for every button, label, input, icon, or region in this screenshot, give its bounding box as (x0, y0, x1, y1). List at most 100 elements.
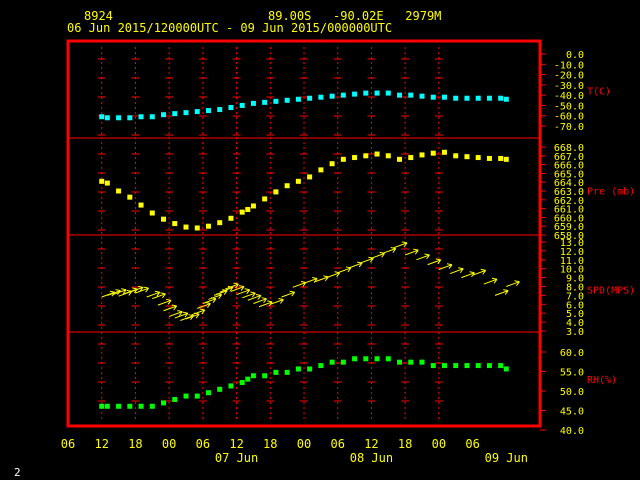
data-point (464, 154, 470, 160)
wind-arrow (292, 281, 307, 288)
y-tick-label: 50.0 (560, 387, 584, 398)
wind-arrow (303, 276, 318, 284)
wind-arrow (416, 253, 430, 261)
wind-arrow (146, 290, 161, 298)
wind-arrow (174, 311, 189, 319)
data-point (419, 359, 425, 365)
data-point (138, 114, 144, 120)
wind-arrow (191, 308, 206, 316)
y-tick-label: 667.0 (554, 152, 584, 163)
y-tick-label: 11.0 (560, 256, 584, 267)
x-day-label: 09 Jun (485, 451, 528, 465)
chart-frame (66, 39, 542, 428)
data-point (352, 356, 358, 362)
data-point (116, 115, 122, 121)
y-tick-label: 658.0 (554, 231, 584, 242)
data-point (329, 93, 335, 99)
data-point (363, 356, 369, 362)
data-point (127, 403, 133, 409)
data-point (239, 380, 245, 386)
wind-arrow (449, 267, 464, 275)
x-tick-label: 00 (162, 437, 176, 451)
data-point (149, 403, 155, 409)
data-point (183, 110, 189, 116)
y-tick-label: 55.0 (560, 368, 584, 379)
data-point (430, 94, 436, 100)
data-point (104, 403, 110, 409)
data-point (363, 90, 369, 96)
data-point (408, 155, 414, 161)
data-point (475, 95, 481, 101)
wind-arrow (281, 290, 296, 298)
station-location: 89.00S -90.02E 2979M (268, 9, 442, 23)
wind-arrow (168, 310, 183, 317)
data-point (363, 153, 369, 159)
data-point (385, 356, 391, 362)
data-point (419, 152, 425, 158)
data-point (99, 403, 105, 409)
wind-arrow (404, 248, 419, 256)
data-point (273, 98, 279, 104)
x-tick-label: 00 (297, 437, 311, 451)
panel-label: SPD(MPS) (587, 286, 635, 297)
x-tick-label: 18 (128, 437, 142, 451)
data-point (486, 155, 492, 161)
wind-arrow (506, 280, 520, 287)
y-tick-label: -20.0 (554, 71, 584, 82)
data-point (340, 92, 346, 98)
data-point (138, 202, 144, 208)
data-point (284, 97, 290, 103)
data-point (228, 104, 234, 110)
y-tick-label: 10.0 (560, 265, 584, 276)
wind-arrow (270, 298, 284, 305)
x-tick-label: 18 (263, 437, 277, 451)
data-point (194, 109, 200, 115)
data-point (161, 400, 167, 406)
y-tick-label: -30.0 (554, 81, 584, 92)
y-tick-label: 668.0 (554, 143, 584, 154)
data-point (284, 183, 290, 189)
x-tick-label: 12 (364, 437, 378, 451)
data-point (217, 220, 223, 226)
wind-arrow (152, 292, 166, 300)
y-tick-label: 13.0 (560, 238, 584, 249)
y-tick-label: 60.0 (560, 348, 584, 359)
x-tick-label: 06 (465, 437, 479, 451)
y-tick-label: 663.0 (554, 187, 584, 198)
data-point (441, 149, 447, 155)
y-tick-label: 9.0 (566, 274, 584, 285)
panel-label: Pre (mb) (587, 187, 635, 198)
y-tick-label: 12.0 (560, 247, 584, 258)
wind-arrow (438, 263, 453, 270)
data-point (99, 178, 105, 184)
data-point (228, 215, 234, 221)
data-point (464, 363, 470, 369)
x-day-label: 08 Jun (350, 451, 393, 465)
data-point (397, 156, 403, 162)
data-point (116, 403, 122, 409)
data-point (441, 94, 447, 100)
y-tick-label: 8.0 (566, 283, 584, 294)
wind-arrow (202, 297, 217, 304)
wind-arrow (371, 251, 385, 259)
x-tick-label: 06 (196, 437, 210, 451)
panel-label: RH(%) (587, 375, 617, 386)
x-tick-label: 18 (398, 437, 412, 451)
data-point (430, 363, 436, 369)
data-point (239, 209, 245, 215)
data-point (116, 188, 122, 194)
data-point (273, 369, 279, 375)
data-point (149, 210, 155, 216)
data-point (385, 90, 391, 96)
x-tick-label: 12 (94, 437, 108, 451)
data-point (183, 224, 189, 230)
data-point (194, 225, 200, 231)
wind-arrow (112, 288, 127, 296)
data-point (307, 95, 313, 101)
wind-arrow (382, 247, 397, 254)
data-point (385, 153, 391, 159)
wind-arrow (236, 288, 251, 296)
x-tick-label: 12 (229, 437, 243, 451)
data-point (318, 363, 324, 369)
data-point (250, 203, 256, 209)
